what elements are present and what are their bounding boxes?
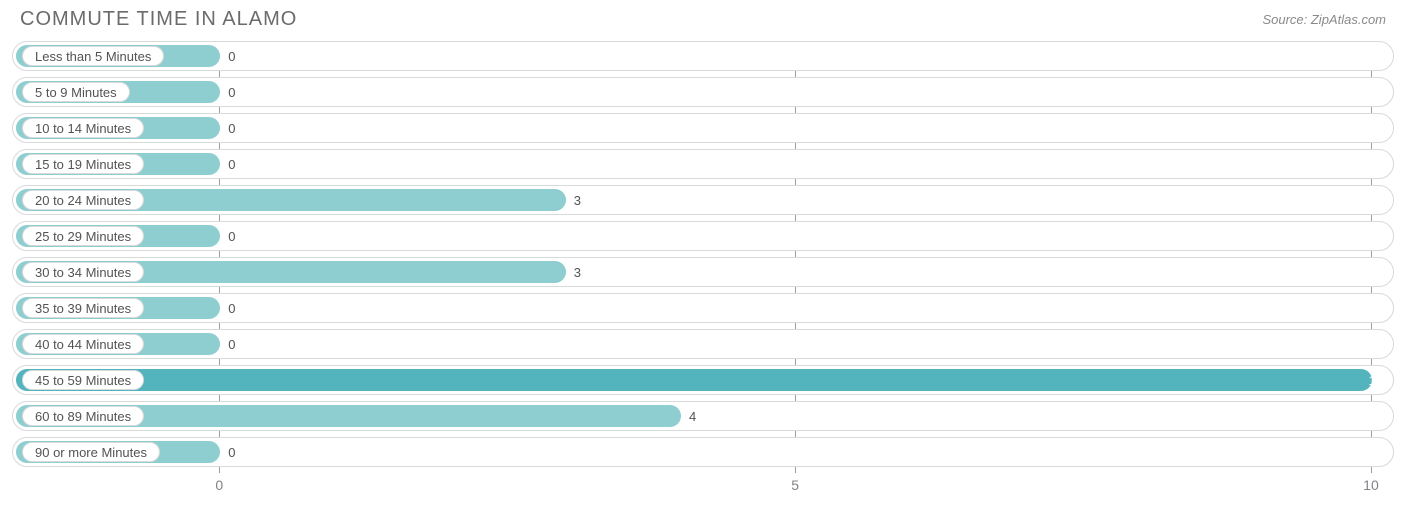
bar-row: 45 to 59 Minutes 10 — [12, 365, 1394, 395]
bar-value: 0 — [228, 330, 235, 358]
bar-label: 35 to 39 Minutes — [22, 298, 144, 318]
bar-label: 30 to 34 Minutes — [22, 262, 144, 282]
chart-title: COMMUTE TIME IN ALAMO — [20, 8, 297, 31]
bar-row: 5 to 9 Minutes 0 — [12, 77, 1394, 107]
bar-value: 3 — [574, 258, 581, 286]
bar-row: 20 to 24 Minutes 3 — [12, 185, 1394, 215]
bar-row: 40 to 44 Minutes 0 — [12, 329, 1394, 359]
bar-value: 4 — [689, 402, 696, 430]
chart-header: COMMUTE TIME IN ALAMO Source: ZipAtlas.c… — [0, 0, 1406, 35]
x-axis: 0 5 10 — [12, 473, 1394, 499]
bar-value: 0 — [228, 150, 235, 178]
bar-label: 40 to 44 Minutes — [22, 334, 144, 354]
bar-row: 25 to 29 Minutes 0 — [12, 221, 1394, 251]
bar-row: 60 to 89 Minutes 4 — [12, 401, 1394, 431]
bar-value: 0 — [228, 222, 235, 250]
bar-fill — [16, 369, 1372, 391]
bar-label: 5 to 9 Minutes — [22, 82, 130, 102]
bar-row: Less than 5 Minutes 0 — [12, 41, 1394, 71]
bar-label: 45 to 59 Minutes — [22, 370, 144, 390]
x-axis-tick: 5 — [791, 477, 799, 493]
bar-label: 20 to 24 Minutes — [22, 190, 144, 210]
bar-value: 0 — [228, 294, 235, 322]
x-axis-tick: 10 — [1363, 477, 1379, 493]
bar-row: 90 or more Minutes 0 — [12, 437, 1394, 467]
bar-value: 0 — [228, 438, 235, 466]
bar-label: 60 to 89 Minutes — [22, 406, 144, 426]
bar-label: 15 to 19 Minutes — [22, 154, 144, 174]
bar-value: 0 — [228, 114, 235, 142]
bar-row: 15 to 19 Minutes 0 — [12, 149, 1394, 179]
bar-label: 25 to 29 Minutes — [22, 226, 144, 246]
bar-value: 0 — [228, 78, 235, 106]
x-axis-tick: 0 — [215, 477, 223, 493]
bar-row: 35 to 39 Minutes 0 — [12, 293, 1394, 323]
bar-value: 3 — [574, 186, 581, 214]
chart-area: Less than 5 Minutes05 to 9 Minutes010 to… — [12, 41, 1394, 499]
bar-value: 10 — [1369, 366, 1383, 394]
bar-row: 30 to 34 Minutes 3 — [12, 257, 1394, 287]
bars-container: Less than 5 Minutes05 to 9 Minutes010 to… — [12, 41, 1394, 467]
bar-label: 10 to 14 Minutes — [22, 118, 144, 138]
bar-label: 90 or more Minutes — [22, 442, 160, 462]
chart-source: Source: ZipAtlas.com — [1262, 12, 1386, 27]
bar-value: 0 — [228, 42, 235, 70]
bar-row: 10 to 14 Minutes 0 — [12, 113, 1394, 143]
bar-label: Less than 5 Minutes — [22, 46, 164, 66]
